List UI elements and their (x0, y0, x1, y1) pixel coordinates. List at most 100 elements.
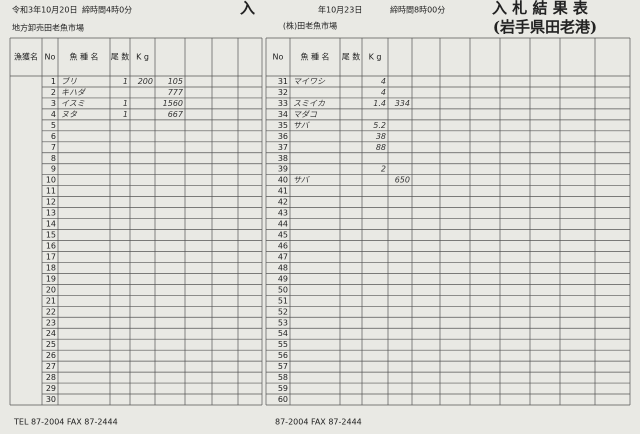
row-number: 50 (278, 285, 288, 294)
row-number: 60 (278, 395, 288, 404)
handwritten-price: 1560 (163, 99, 183, 108)
date-left: 令和3年10月20日 (12, 5, 77, 15)
center-mark: 入 (240, 0, 255, 17)
handwritten-kg: 1.4 (373, 99, 386, 108)
row-number: 43 (278, 209, 288, 218)
row-number: 4 (51, 110, 56, 119)
handwritten-kg: 200 (138, 77, 153, 86)
row-number: 7 (51, 143, 56, 152)
row-number: 22 (46, 307, 56, 316)
column-header: K g (136, 53, 149, 62)
row-number: 20 (46, 285, 56, 294)
row-number: 58 (278, 373, 288, 382)
column-header: 尾 数 (342, 52, 361, 62)
handwritten-count: 1 (123, 77, 128, 86)
row-number: 59 (278, 384, 288, 393)
handwritten-fish: ブリ (61, 77, 77, 86)
row-number: 42 (278, 198, 288, 207)
row-number: 16 (46, 241, 56, 250)
handwritten-kg: 2 (381, 165, 386, 174)
handwritten-fish: ヌタ (61, 110, 78, 119)
row-number: 6 (51, 132, 56, 141)
title: 入 札 結 果 表 (492, 0, 589, 17)
row-number: 5 (51, 121, 56, 130)
column-header: No (273, 53, 284, 62)
handwritten-fish: サバ (293, 176, 311, 185)
row-number: 56 (278, 351, 288, 360)
row-number: 12 (46, 198, 56, 207)
row-number: 24 (46, 329, 56, 338)
row-number: 36 (278, 132, 288, 141)
handwritten-fish: キハダ (61, 88, 87, 97)
row-number: 11 (46, 187, 56, 196)
row-number: 39 (278, 165, 288, 174)
row-number: 9 (51, 165, 56, 174)
row-number: 15 (46, 231, 56, 240)
column-header: 魚 種 名 (300, 52, 329, 62)
row-number: 38 (278, 154, 288, 163)
handwritten-fish: スミイカ (293, 99, 325, 108)
row-number: 54 (278, 329, 288, 338)
column-header: 魚 種 名 (69, 52, 98, 62)
handwritten-price: 777 (168, 88, 184, 97)
handwritten-price: 105 (168, 77, 183, 86)
row-number: 34 (278, 110, 288, 119)
handwritten-kg: 88 (376, 143, 386, 152)
handwritten-count: 1 (123, 99, 128, 108)
row-number: 32 (278, 88, 288, 97)
handwritten-fish: イスミ (61, 99, 85, 108)
handwritten-price: 650 (395, 176, 410, 185)
row-number: 13 (46, 209, 56, 218)
row-number: 40 (278, 176, 288, 185)
row-number: 21 (46, 296, 56, 305)
column-header: No (45, 53, 56, 62)
row-number: 25 (46, 340, 56, 349)
row-number: 2 (51, 88, 56, 97)
close-time-right: 締時間8時00分 (390, 5, 445, 15)
footer-right: 87-2004 FAX 87-2444 (275, 418, 362, 427)
date-right: 年10月23日 (318, 5, 362, 15)
row-number: 23 (46, 318, 56, 327)
handwritten-count: 1 (123, 110, 128, 119)
row-number: 3 (51, 99, 56, 108)
row-number: 1 (51, 77, 56, 86)
row-number: 26 (46, 351, 56, 360)
column-header: 漁獲名 (14, 52, 38, 62)
handwritten-fish: サバ (293, 121, 311, 130)
row-number: 52 (278, 307, 288, 316)
row-number: 57 (278, 362, 288, 371)
row-number: 33 (278, 99, 288, 108)
handwritten-price: 334 (395, 99, 410, 108)
market-center: (株)田老魚市場 (283, 21, 337, 31)
row-number: 51 (278, 296, 288, 305)
row-number: 10 (46, 176, 56, 185)
row-number: 19 (46, 274, 56, 283)
row-number: 28 (46, 373, 56, 382)
row-number: 45 (278, 231, 288, 240)
row-number: 55 (278, 340, 288, 349)
row-number: 53 (278, 318, 288, 327)
row-number: 49 (278, 274, 288, 283)
location: (岩手県田老港) (493, 18, 597, 36)
row-number: 29 (46, 384, 56, 393)
handwritten-kg: 4 (381, 88, 386, 97)
row-number: 37 (278, 143, 288, 152)
row-number: 46 (278, 241, 288, 250)
column-header: 尾 数 (111, 52, 130, 62)
row-number: 17 (46, 252, 56, 261)
handwritten-kg: 38 (376, 132, 386, 141)
row-number: 30 (46, 395, 56, 404)
handwritten-price: 667 (168, 110, 184, 119)
column-header: K g (369, 53, 382, 62)
row-number: 41 (278, 187, 288, 196)
market-left: 地方卸売田老魚市場 (12, 23, 84, 33)
row-number: 8 (51, 154, 56, 163)
handwritten-kg: 4 (381, 77, 386, 86)
close-time-left: 締時間4時0分 (82, 5, 132, 15)
handwritten-fish: マダコ (293, 110, 318, 119)
footer-left: TEL 87-2004 FAX 87-2444 (13, 418, 118, 427)
row-number: 14 (46, 220, 56, 229)
row-number: 27 (46, 362, 56, 371)
row-number: 44 (278, 220, 288, 229)
